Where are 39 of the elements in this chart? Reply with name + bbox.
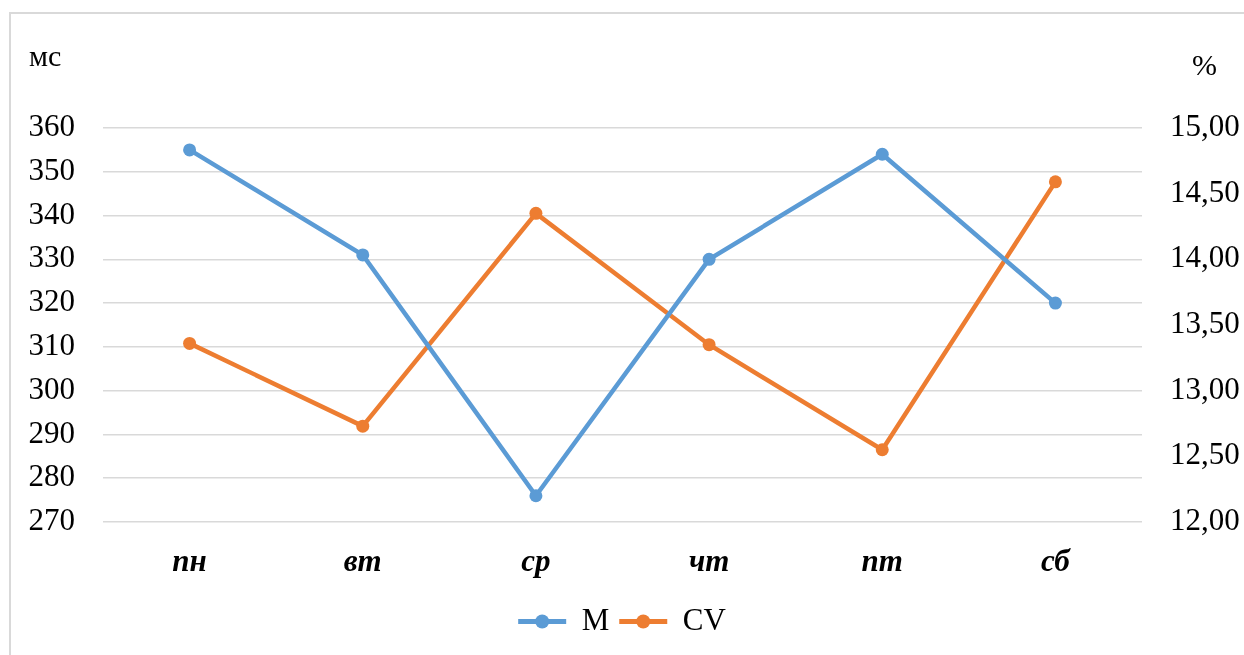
x-tick-label: чт [688,542,730,578]
point [356,248,370,262]
y2-tick-label: 13,50 [1170,305,1240,341]
y-tick-label: 340 [28,195,75,231]
point [183,143,197,157]
y2-tick-label: 14,00 [1170,239,1240,275]
x-tick-label: пн [172,542,207,578]
x-tick-label: сб [1041,542,1072,578]
y-tick-label: 290 [28,414,75,450]
x-tick-label: пт [861,542,903,578]
x-tick-label: вт [343,542,382,578]
y-tick-label: 360 [28,108,75,144]
y-tick-label: 320 [28,283,75,319]
y2-axis-title: % [1192,48,1217,81]
y-tick-label: 330 [28,239,75,275]
y-axis-title: мс [29,39,62,72]
x-tick-label: ср [521,542,551,578]
point [702,252,716,266]
y2-tick-label: 12,50 [1170,436,1240,472]
legend-label: CV [682,601,727,637]
point [529,206,543,220]
y2-tick-label: 13,00 [1170,370,1240,406]
point [529,489,543,503]
point [1048,175,1062,189]
y2-tick-label: 15,00 [1170,108,1240,144]
point [1048,296,1062,310]
y-tick-label: 310 [28,327,75,363]
y2-tick-label: 12,00 [1170,502,1240,538]
point [875,443,889,457]
y-tick-label: 280 [28,458,75,494]
y-tick-label: 350 [28,151,75,187]
point [702,338,716,352]
y-tick-label: 270 [28,502,75,538]
legend-label: M [581,601,610,637]
point [875,147,889,161]
y-tick-label: 300 [28,370,75,406]
point [356,419,370,433]
point [183,336,197,350]
y2-tick-label: 14,50 [1170,173,1240,209]
